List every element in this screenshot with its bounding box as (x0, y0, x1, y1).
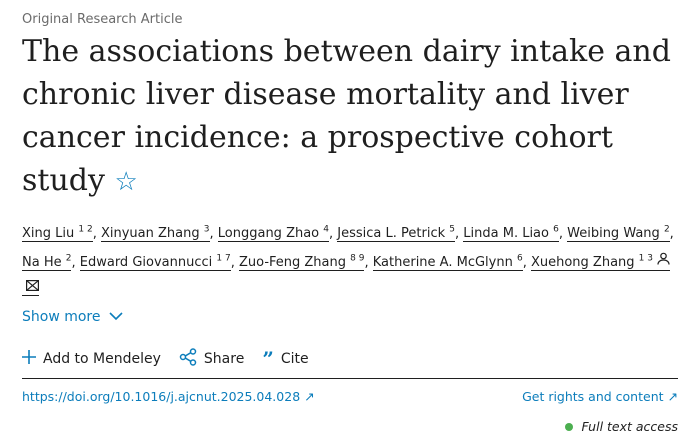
person-icon (657, 250, 670, 275)
author-link[interactable]: Weibing Wang 2 (567, 225, 670, 243)
author-link[interactable]: Linda M. Liao 6 (463, 225, 559, 243)
affiliation-marker: 1 7 (216, 253, 231, 264)
divider (22, 378, 678, 379)
affiliation-marker: 6 (516, 253, 523, 264)
author-link[interactable]: Katherine A. McGlynn 6 (372, 253, 523, 272)
cite-button[interactable]: ” Cite (262, 347, 309, 371)
affiliation-marker: 8 9 (350, 253, 365, 264)
affiliation-marker: 4 (323, 225, 330, 235)
author-link[interactable]: Xinyuan Zhang 3 (100, 225, 210, 243)
get-rights-link[interactable]: Get rights and content ↗ (522, 389, 678, 404)
affiliation-marker: 6 (553, 225, 559, 235)
action-bar: Add to Mendeley Share ” Cite (22, 348, 309, 370)
author-name: Weibing Wang (567, 226, 660, 242)
affiliation-marker: 2 (663, 225, 670, 235)
doi-link[interactable]: https://doi.org/10.1016/j.ajcnut.2025.04… (22, 389, 315, 404)
author-name: Zuo-Feng Zhang (238, 255, 347, 271)
author-name: Xuehong Zhang (530, 255, 635, 271)
show-more-button[interactable]: Show more (22, 309, 123, 325)
author-link[interactable]: Xing Liu 1 2 (22, 225, 93, 243)
quote-icon: ” (262, 347, 274, 371)
add-to-mendeley-button[interactable]: Add to Mendeley (22, 348, 161, 370)
affiliation-marker: 1 3 (638, 253, 653, 264)
author-link[interactable]: Xuehong Zhang 1 3 (22, 253, 670, 297)
external-link-icon: ↗ (667, 389, 678, 404)
share-button[interactable]: Share (179, 348, 244, 370)
author-name: Xinyuan Zhang (100, 226, 200, 242)
author-link[interactable]: Jessica L. Petrick 5 (337, 225, 456, 243)
author-name: Katherine A. McGlynn (372, 255, 513, 271)
author-link[interactable]: Na He 2 (22, 253, 72, 272)
affiliation-marker: 5 (449, 225, 456, 235)
access-status: Full text access (565, 419, 678, 434)
author-link[interactable]: Longgang Zhao 4 (217, 225, 330, 243)
author-name: Na He (22, 255, 62, 271)
chevron-down-icon (105, 309, 123, 325)
share-icon (179, 348, 197, 370)
author-name: Xing Liu (22, 226, 75, 242)
access-dot-icon (565, 422, 574, 431)
author-list: Xing Liu 1 2, Xinyuan Zhang 3, Longgang … (22, 218, 682, 301)
article-type: Original Research Article (22, 12, 183, 27)
author-name: Jessica L. Petrick (337, 226, 446, 242)
affiliation-marker: 1 2 (78, 225, 93, 235)
author-link[interactable]: Zuo-Feng Zhang 8 9 (238, 253, 365, 272)
star-icon[interactable]: ☆ (114, 167, 138, 197)
external-link-icon: ↗ (304, 389, 315, 404)
author-name: Edward Giovannucci (79, 255, 213, 271)
author-name: Linda M. Liao (463, 226, 549, 242)
plus-icon (22, 350, 36, 368)
article-title: The associations between dairy intake an… (22, 34, 671, 198)
author-link[interactable]: Edward Giovannucci 1 7 (79, 253, 231, 272)
affiliation-marker: 3 (203, 225, 210, 235)
email-icon (26, 276, 40, 301)
author-name: Longgang Zhao (217, 226, 320, 242)
affiliation-marker: 2 (65, 253, 72, 264)
